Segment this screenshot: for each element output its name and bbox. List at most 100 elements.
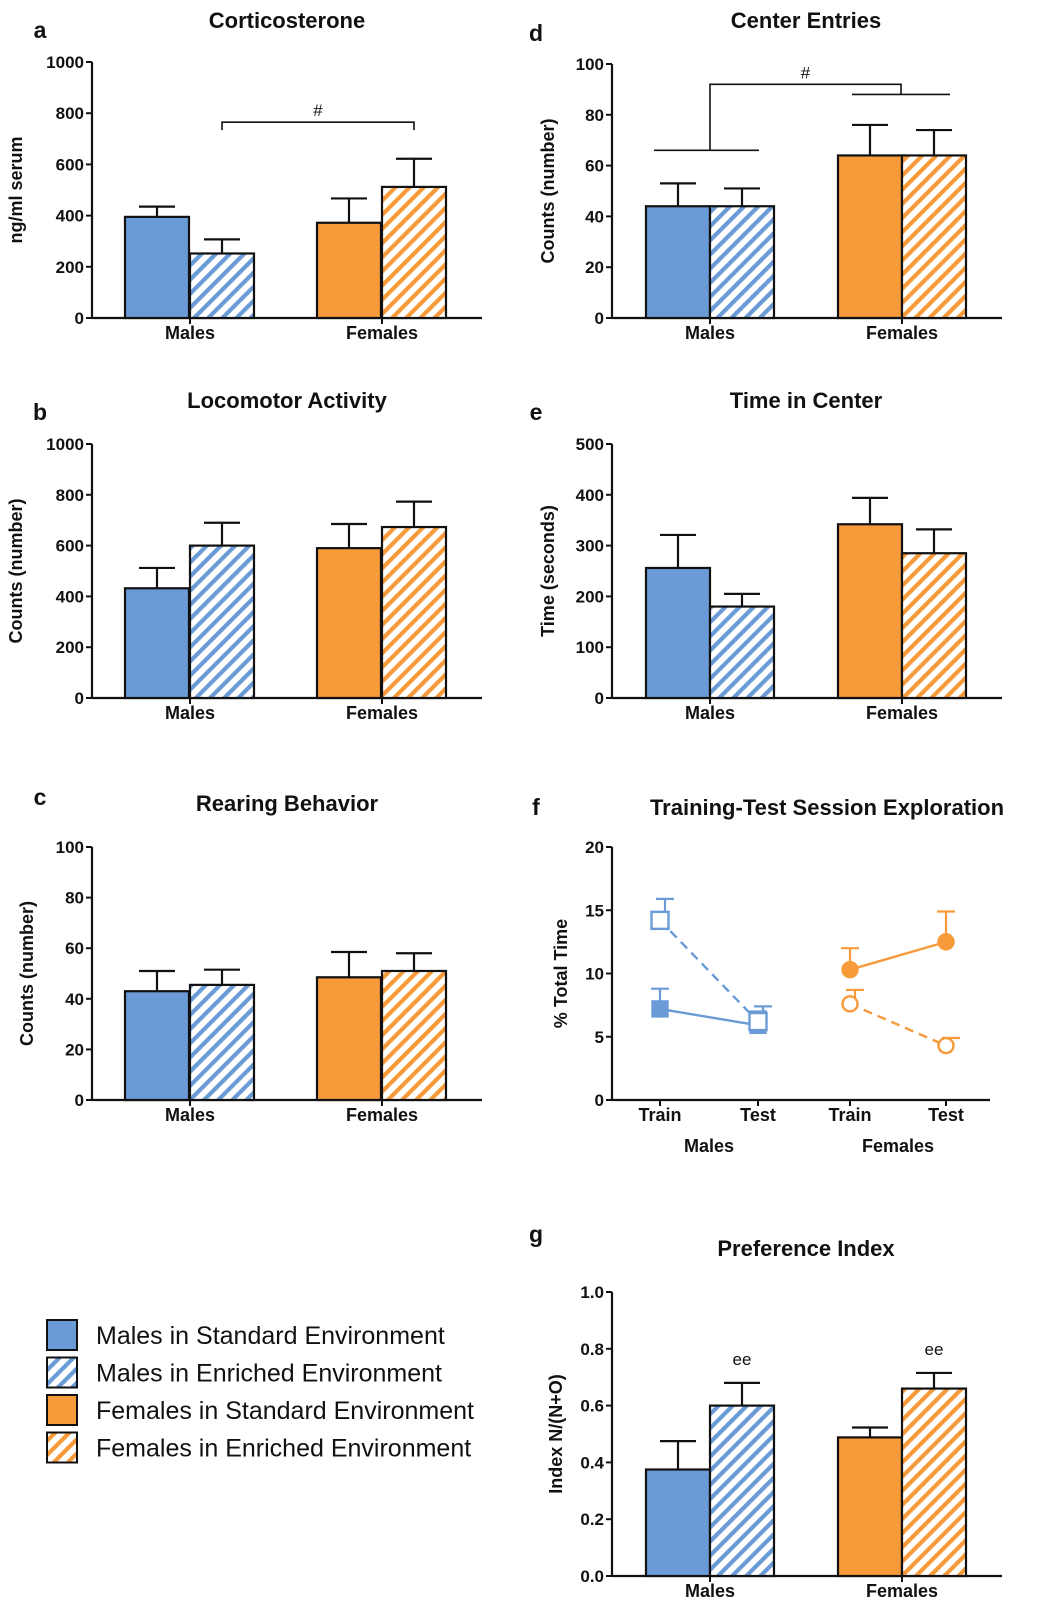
y-tick-label: 40 [585, 207, 604, 226]
x-tick-label: Train [638, 1105, 681, 1125]
bar-female-solid [315, 547, 383, 700]
y-tick-label: 10 [585, 965, 604, 984]
x-category-label: Females [346, 703, 418, 723]
data-point [841, 961, 859, 979]
x-group-label: Females [862, 1136, 934, 1156]
y-tick-label: 40 [65, 990, 84, 1009]
significance-bracket [709, 83, 902, 151]
bar-female-hatched [380, 969, 448, 1102]
bar-male-hatched [188, 983, 256, 1102]
x-category-label: Males [685, 1581, 735, 1601]
y-tick-label: 0 [595, 1091, 604, 1110]
y-tick-label: 60 [65, 939, 84, 958]
series-line-female-solid [849, 940, 947, 971]
panel-g: g Preference Index Index N/(N+O) 0.0 0.2 0.4 0… [529, 1221, 1002, 1601]
panel-e: e Time in Center Time (seconds) 0 100 200 300 4… [530, 388, 1002, 723]
chart-title: Center Entries [731, 8, 881, 33]
y-tick-label: 80 [65, 889, 84, 908]
bar-male-solid [644, 205, 712, 320]
data-point [748, 1011, 768, 1032]
chart-title: Rearing Behavior [196, 791, 379, 816]
y-tick-label: 0 [75, 689, 84, 708]
x-category-label: Males [685, 323, 735, 343]
panel-d: d Center Entries Counts (number) 0 20 40 60 80 1… [529, 8, 1002, 343]
chart-title: Corticosterone [209, 8, 365, 33]
y-tick-label: 5 [595, 1028, 604, 1047]
bar-male-solid [644, 566, 712, 700]
y-tick-label: 200 [576, 587, 604, 606]
x-tick-label: Train [828, 1105, 871, 1125]
bar-female-hatched [380, 525, 448, 700]
y-tick-label: 0.4 [580, 1453, 604, 1472]
x-tick-label: Test [740, 1105, 776, 1125]
y-axis-label: Counts (number) [538, 119, 558, 264]
significance-label: # [801, 63, 811, 82]
bar-male-hatched [708, 1404, 776, 1578]
chart-title: Preference Index [717, 1236, 895, 1261]
bar-female-solid [836, 154, 904, 320]
panel-label: c [34, 784, 47, 810]
legend: Males in Standard Environment Males in En… [46, 1319, 474, 1464]
bar-male-solid [123, 990, 191, 1102]
y-tick-label: 400 [56, 587, 84, 606]
panel-label: g [529, 1221, 543, 1247]
series-line-male-hatched [659, 919, 759, 1023]
y-axis-label: % Total Time [551, 919, 571, 1028]
y-tick-label: 0.0 [580, 1567, 604, 1586]
y-tick-label: 0.2 [580, 1510, 604, 1529]
x-category-label: Females [346, 1105, 418, 1125]
panel-label: e [530, 399, 543, 425]
x-group-label: Males [684, 1136, 734, 1156]
legend-label: Males in Enriched Environment [96, 1360, 442, 1388]
data-point [650, 910, 670, 931]
chart-title: Locomotor Activity [187, 388, 387, 413]
y-tick-label: 0 [75, 309, 84, 328]
y-tick-label: 20 [585, 838, 604, 857]
bar-female-hatched [900, 1387, 968, 1578]
x-tick-label: Test [928, 1105, 964, 1125]
significance-label: ee [925, 1340, 944, 1359]
data-point [937, 1036, 955, 1055]
bar-male-solid [644, 1468, 712, 1578]
y-tick-label: 1000 [46, 435, 84, 454]
y-tick-label: 0.6 [580, 1397, 604, 1416]
bar-male-hatched [708, 605, 776, 700]
chart-title: Training-Test Session Exploration [650, 795, 1004, 820]
significance-label: ee [733, 1350, 752, 1369]
y-tick-label: 0 [595, 309, 604, 328]
x-category-label: Males [165, 323, 215, 343]
x-category-label: Females [866, 1581, 938, 1601]
series-line-male-solid [659, 1007, 759, 1027]
bar-female-solid [315, 976, 383, 1102]
bar-male-solid [123, 215, 191, 320]
legend-swatch [46, 1394, 78, 1426]
y-tick-label: 1.0 [580, 1283, 604, 1302]
x-category-label: Males [165, 1105, 215, 1125]
bar-female-hatched [900, 552, 968, 700]
y-tick-label: 200 [56, 638, 84, 657]
y-tick-label: 400 [576, 486, 604, 505]
panel-b: b Locomotor Activity Counts (number) 0 200 40… [6, 388, 482, 723]
chart-title: Time in Center [730, 388, 883, 413]
y-tick-label: 20 [65, 1040, 84, 1059]
legend-swatch [46, 1431, 78, 1464]
bar-male-hatched [188, 252, 256, 320]
y-axis-label: Counts (number) [17, 901, 37, 1046]
panel-f: f Training-Test Session Exploration % Tota… [532, 794, 1004, 1156]
panel-label: b [33, 399, 47, 425]
bar-female-solid [315, 221, 383, 320]
y-tick-label: 80 [585, 106, 604, 125]
y-tick-label: 200 [56, 258, 84, 277]
y-tick-label: 0 [75, 1091, 84, 1110]
panel-label: f [532, 794, 540, 820]
panel-c: c Rearing Behavior Counts (number) 0 20 40 60 8… [17, 784, 482, 1125]
legend-label: Males in Standard Environment [96, 1322, 445, 1350]
y-tick-label: 600 [56, 537, 84, 556]
x-category-label: Males [685, 703, 735, 723]
data-point [651, 1000, 669, 1018]
x-category-label: Females [866, 703, 938, 723]
y-tick-label: 300 [576, 537, 604, 556]
panel-label: d [529, 20, 543, 46]
y-tick-label: 0.8 [580, 1340, 604, 1359]
